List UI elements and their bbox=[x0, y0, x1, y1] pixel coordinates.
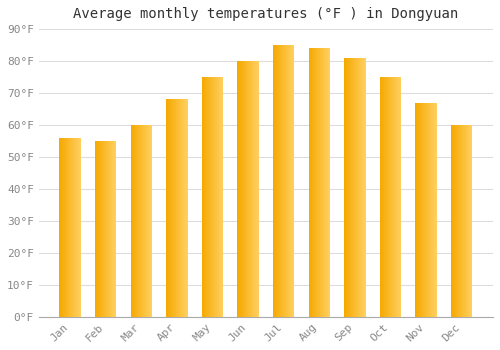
Title: Average monthly temperatures (°F ) in Dongyuan: Average monthly temperatures (°F ) in Do… bbox=[74, 7, 458, 21]
